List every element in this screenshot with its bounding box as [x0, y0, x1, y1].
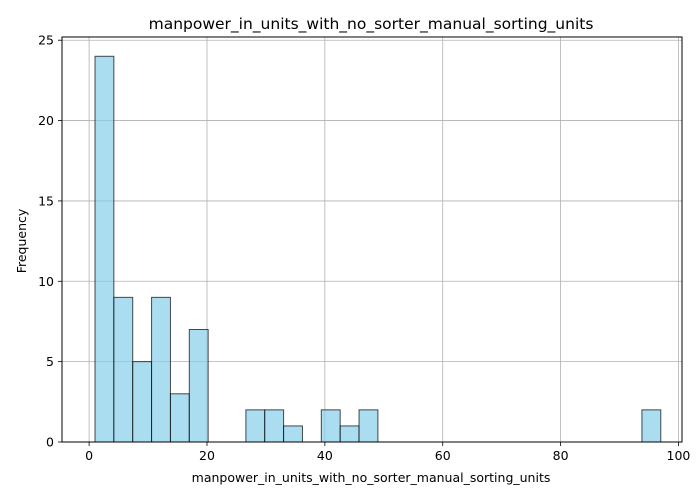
histogram-bar: [283, 425, 303, 443]
chart-title: manpower_in_units_with_no_sorter_manual_…: [149, 15, 594, 34]
histogram-bar: [320, 409, 341, 443]
y-tick-label: 10: [38, 274, 54, 289]
histogram-bar: [188, 329, 209, 443]
histogram-bar: [113, 296, 134, 443]
x-tick-label: 60: [435, 448, 451, 463]
plot-frame: [61, 36, 683, 443]
histogram-bar: [339, 425, 360, 443]
y-tick-label: 5: [46, 354, 54, 369]
histogram-bar: [641, 409, 662, 443]
histogram-bars: [94, 55, 662, 443]
x-axis-label: manpower_in_units_with_no_sorter_manual_…: [192, 470, 551, 485]
histogram-bar: [151, 296, 171, 443]
x-tick-label: 100: [667, 448, 691, 463]
y-tick-label: 20: [38, 113, 54, 128]
histogram-bar: [264, 409, 285, 443]
y-axis-ticks: 0 5 10 15 20 25: [38, 33, 62, 450]
y-tick-label: 15: [38, 193, 54, 208]
y-axis-label: Frequency: [14, 208, 29, 273]
histogram-bar: [245, 409, 266, 443]
x-tick-label: 40: [317, 448, 333, 463]
histogram-bar: [132, 361, 153, 443]
x-axis-ticks: 0 20 40 60 80 100: [85, 442, 690, 463]
x-tick-label: 20: [199, 448, 215, 463]
x-tick-label: 0: [85, 448, 93, 463]
histogram-bar: [358, 409, 379, 443]
y-tick-label: 25: [38, 33, 54, 48]
x-tick-label: 80: [553, 448, 569, 463]
histogram-bar: [94, 55, 115, 443]
histogram-bar: [169, 393, 190, 443]
y-tick-label: 0: [46, 435, 54, 450]
